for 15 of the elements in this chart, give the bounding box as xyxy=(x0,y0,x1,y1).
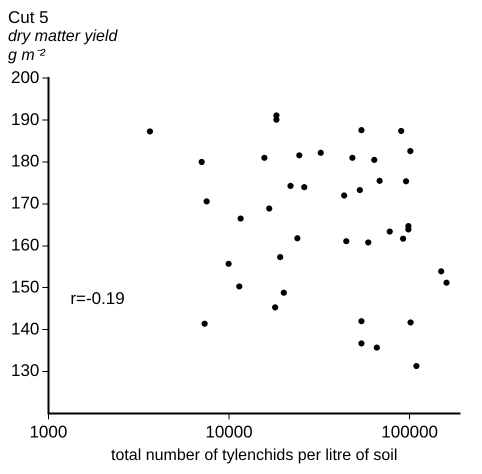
y-tick-label: 130 xyxy=(10,361,40,380)
y-tick-label: 160 xyxy=(10,235,40,254)
y-tick-label: 140 xyxy=(10,319,40,338)
y-tick-label: 200 xyxy=(10,68,40,87)
y-axis-title: dry matter yield g m⁻² xyxy=(8,27,119,65)
x-axis-title: total number of tylenchids per litre of soil xyxy=(111,446,398,464)
chart-title: Cut 5 xyxy=(8,8,50,27)
y-tick-label: 180 xyxy=(10,152,40,171)
annotation: r=-0.19 xyxy=(70,289,125,308)
x-tick-label: 1000 xyxy=(29,422,68,442)
y-tick-label: 170 xyxy=(10,194,40,213)
x-tick-label: 100000 xyxy=(381,422,438,442)
x-tick-label: 10000 xyxy=(205,422,253,442)
y-tick-label: 150 xyxy=(10,277,40,296)
y-tick-label: 190 xyxy=(10,110,40,129)
